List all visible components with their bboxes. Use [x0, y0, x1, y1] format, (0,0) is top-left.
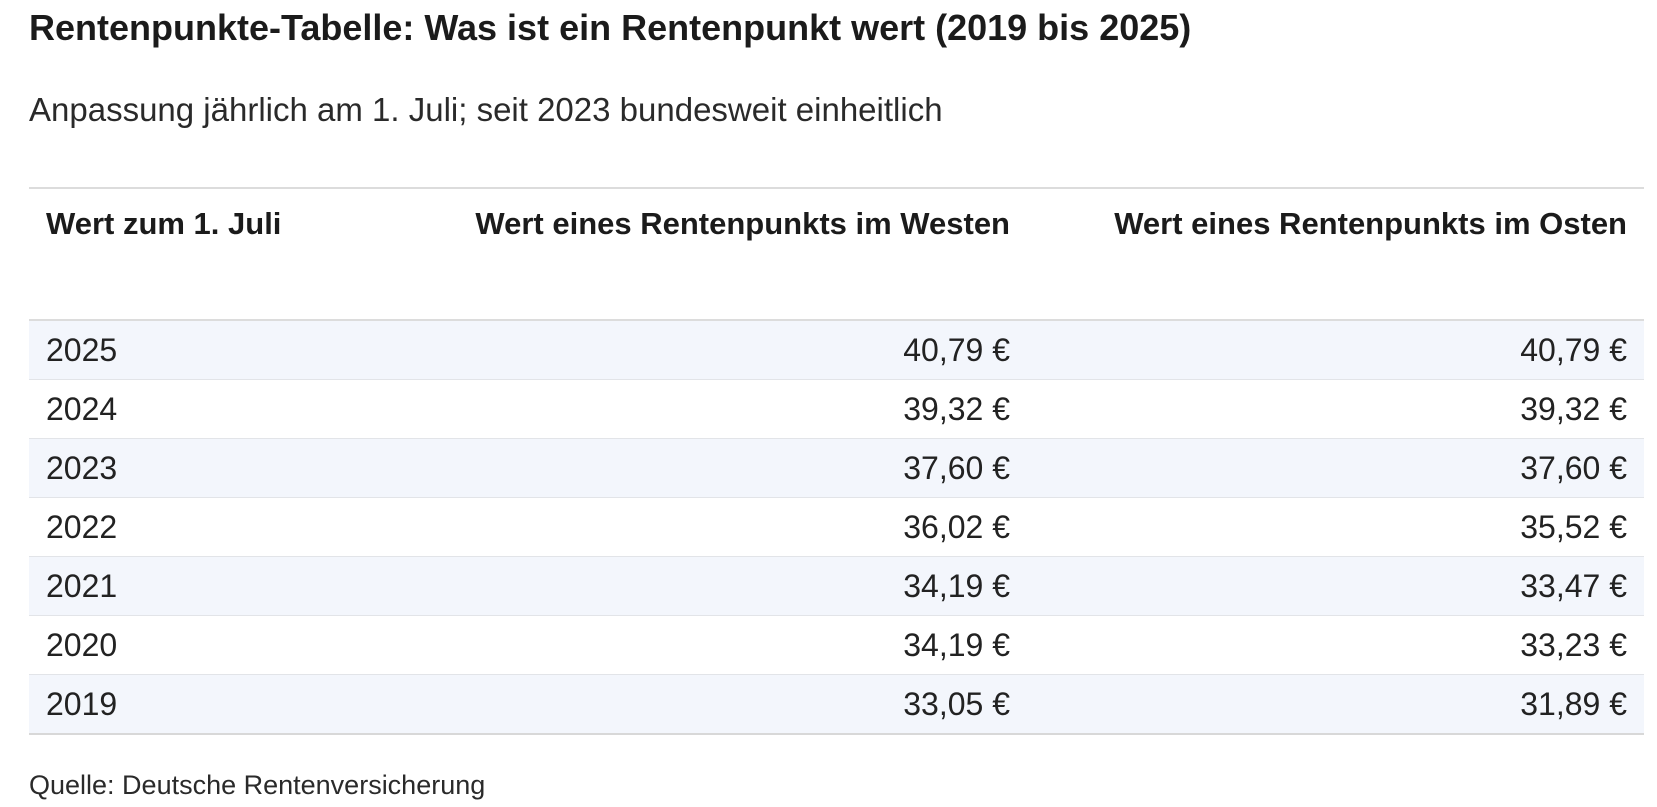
cell-west-value: 34,19 € [449, 615, 1027, 675]
cell-east-value: 39,32 € [1027, 379, 1644, 439]
cell-east-value: 37,60 € [1027, 438, 1644, 498]
table-row: 2024 39,32 €39,32 € [29, 379, 1644, 439]
cell-east-value: 40,79 € [1027, 320, 1644, 380]
table-row: 2025 40,79 €40,79 € [29, 320, 1644, 380]
source-note: Quelle: Deutsche Rentenversicherung [29, 770, 486, 800]
cell-west-value: 37,60 € [449, 438, 1027, 498]
table-row: 2022 36,02 €35,52 € [29, 497, 1644, 557]
table-row: 2019 33,05 €31,89 € [29, 674, 1644, 735]
cell-east-value: 33,23 € [1027, 615, 1644, 675]
column-header-east: Wert eines Rentenpunkts im Osten [1114, 206, 1627, 241]
cell-west-value: 40,79 € [449, 320, 1027, 380]
table-row: 2021 34,19 €33,47 € [29, 556, 1644, 616]
table-body: 2025 40,79 €40,79 €2024 39,32 €39,32 €2023… [29, 320, 1644, 735]
table-row: 2023 37,60 €37,60 € [29, 438, 1644, 498]
chart-subtitle: Anpassung jährlich am 1. Juli; seit 2023… [29, 91, 943, 128]
column-header-west: Wert eines Rentenpunkts im Westen [475, 206, 1010, 241]
cell-year: 2024 [29, 379, 449, 439]
cell-west-value: 34,19 € [449, 556, 1027, 616]
cell-west-value: 36,02 € [449, 497, 1027, 557]
table-row: 2020 34,19 €33,23 € [29, 615, 1644, 675]
table-header: Wert zum 1. Juli Wert eines Rentenpunkts… [29, 188, 1644, 320]
data-table-wrapper: Wert zum 1. Juli Wert eines Rentenpunkts… [29, 187, 1644, 735]
header-row: Wert zum 1. Juli Wert eines Rentenpunkts… [29, 188, 1644, 320]
cell-year: 2022 [29, 497, 449, 557]
column-header-year: Wert zum 1. Juli [46, 206, 282, 241]
chart-title: Rentenpunkte-Tabelle: Was ist ein Renten… [29, 7, 1192, 48]
cell-west-value: 33,05 € [449, 674, 1027, 735]
cell-year: 2020 [29, 615, 449, 675]
cell-east-value: 31,89 € [1027, 674, 1644, 735]
cell-year: 2021 [29, 556, 449, 616]
cell-west-value: 39,32 € [449, 379, 1027, 439]
cell-year: 2019 [29, 674, 449, 735]
cell-east-value: 33,47 € [1027, 556, 1644, 616]
cell-east-value: 35,52 € [1027, 497, 1644, 557]
cell-year: 2023 [29, 438, 449, 498]
cell-year: 2025 [29, 320, 449, 380]
data-table: Wert zum 1. Juli Wert eines Rentenpunkts… [29, 187, 1644, 735]
